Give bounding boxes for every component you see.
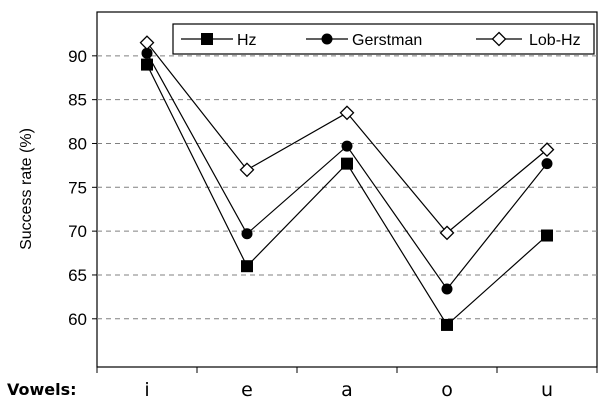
- legend-label-lob-hz: Lob-Hz: [529, 32, 581, 49]
- gridlines: [97, 55, 597, 320]
- legend-label-gerstman: Gerstman: [352, 32, 422, 49]
- data-point-lob-hz: [239, 162, 255, 178]
- data-point-gerstman: [541, 158, 553, 170]
- data-point-hz: [541, 229, 553, 242]
- y-tick-label: 85: [68, 91, 87, 110]
- x-tick-label: u: [541, 379, 553, 401]
- data-point-lob-hz: [539, 142, 555, 158]
- data-point-hz: [141, 58, 153, 71]
- data-point-hz: [241, 260, 253, 273]
- data-point-gerstman: [241, 228, 253, 240]
- y-tick-label: 65: [68, 266, 87, 285]
- data-point-lob-hz: [339, 105, 355, 121]
- y-tick-label: 90: [68, 47, 87, 66]
- legend-box: [172, 23, 595, 55]
- y-tick-label: 80: [68, 134, 87, 153]
- y-tick-label: 75: [68, 178, 87, 197]
- data-point-hz: [441, 318, 453, 331]
- legend: Hz Gerstman Lob-Hz: [172, 23, 595, 55]
- legend-marker-hz: [201, 33, 213, 45]
- data-point-lob-hz: [139, 35, 155, 51]
- plot-area: [96, 11, 598, 368]
- x-axis-label: Vowels:: [7, 380, 77, 399]
- data-point-hz: [341, 157, 353, 170]
- data-point-gerstman: [141, 47, 153, 59]
- data-point-lob-hz: [439, 225, 455, 241]
- legend-marker-lob-hz: [491, 31, 507, 47]
- y-tick-label: 70: [68, 222, 87, 241]
- legend-marker-gerstman: [321, 33, 333, 45]
- legend-label-hz: Hz: [237, 32, 257, 49]
- series-group: [139, 35, 555, 331]
- data-point-gerstman: [341, 140, 353, 152]
- x-tick-label: e: [241, 379, 253, 401]
- x-tick-label: o: [441, 379, 453, 401]
- y-tick-label: 60: [68, 310, 87, 329]
- x-tick-label: a: [341, 379, 353, 401]
- x-tick-label: i: [144, 379, 149, 401]
- data-point-gerstman: [441, 283, 453, 295]
- y-axis: 60 65 70 75 80 85 90: [68, 47, 97, 329]
- y-axis-label: Success rate (%): [18, 128, 35, 250]
